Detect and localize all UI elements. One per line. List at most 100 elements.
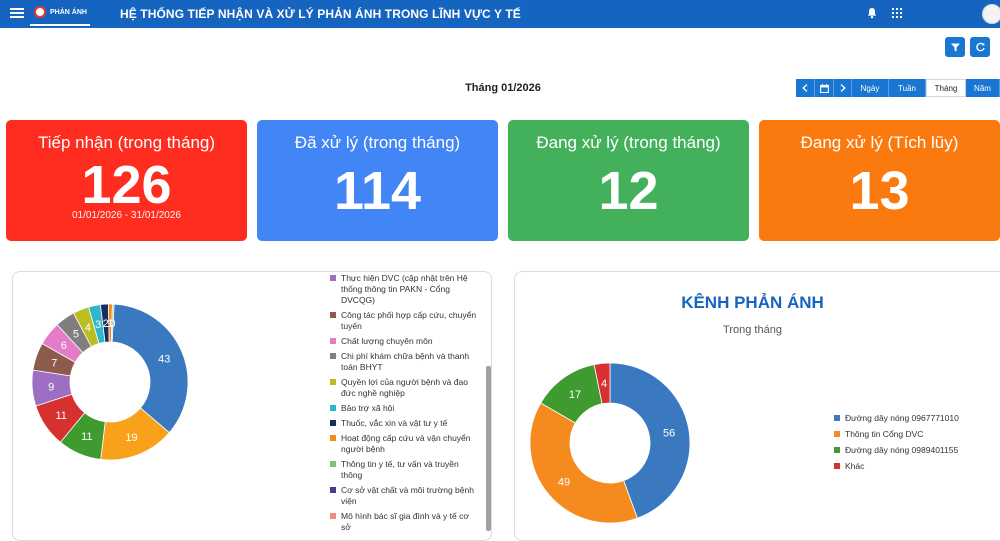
channel-chart-title: KÊNH PHẢN ÁNH <box>681 293 824 312</box>
period-week-button[interactable]: Tuần <box>889 79 926 97</box>
avatar[interactable] <box>982 4 1000 24</box>
card-processing[interactable]: Đang xử lý (trong tháng) 12 <box>508 120 749 241</box>
category-label-12: 0 <box>109 318 115 330</box>
brand-tab[interactable]: PHẢN ÁNH <box>30 0 90 26</box>
legend-label: Chất lượng chuyên môn <box>341 336 433 346</box>
month-label: Tháng 01/2026 <box>465 82 541 94</box>
category-legend-item[interactable]: Quyền lợi của người bệnh và đạo đức nghề… <box>330 377 480 399</box>
legend-swatch <box>834 431 840 437</box>
legend-label: Công tác phối hợp cấp cứu, chuyển tuyến <box>341 310 477 331</box>
category-label-8: 4 <box>85 322 91 334</box>
brand-label: PHẢN ÁNH <box>50 8 87 16</box>
category-slice-12[interactable] <box>110 303 115 343</box>
period-month-button[interactable]: Tháng <box>926 79 966 97</box>
period-day-button[interactable]: Ngày <box>852 79 889 97</box>
category-label-2: 11 <box>81 431 92 443</box>
legend-label: Mô hình bác sĩ gia đình và y tế cơ sở <box>341 511 469 532</box>
channel-chart-subtitle: Trong tháng <box>723 324 782 336</box>
filter-icon <box>950 43 960 51</box>
filter-button[interactable] <box>945 37 965 57</box>
legend-swatch <box>330 275 336 281</box>
prev-period-button[interactable] <box>796 79 815 97</box>
category-legend-item[interactable]: Công tác phối hợp cấp cứu, chuyển tuyến <box>330 310 480 332</box>
channel-legend-item[interactable]: Khác <box>834 461 959 472</box>
category-legend-item[interactable]: Thông tin y tế, tư vấn và truyền thông <box>330 459 480 481</box>
channel-label-1: 49 <box>558 476 570 488</box>
channel-slice-0[interactable] <box>609 362 691 519</box>
legend-swatch <box>330 487 336 493</box>
channel-slice-3[interactable] <box>593 362 611 405</box>
card-title: Đang xử lý (trong tháng) <box>536 133 721 152</box>
category-label-0: 43 <box>158 354 170 366</box>
channel-legend-item[interactable]: Thông tin Cổng DVC <box>834 429 959 440</box>
legend-swatch <box>834 415 840 421</box>
category-legend-item[interactable]: Cơ sở vật chất và môi trường bệnh viện <box>330 485 480 507</box>
bell-icon[interactable] <box>866 7 878 19</box>
channel-label-0: 56 <box>663 427 675 439</box>
card-title: Đang xử lý (Tích lũy) <box>800 133 959 152</box>
card-title: Đã xử lý (trong tháng) <box>294 133 461 152</box>
category-label-11: 1 <box>107 318 113 330</box>
legend-label: Cơ sở vật chất và môi trường bệnh viện <box>341 485 474 506</box>
legend-label: Bảo trợ xã hội <box>341 403 395 413</box>
chevron-right-icon <box>840 84 846 92</box>
legend-label: Hoạt động cấp cứu và vận chuyển người bệ… <box>341 433 471 454</box>
channel-legend-item[interactable]: Đường dây nóng 0989401155 <box>834 445 959 456</box>
legend-label: Thuốc, vắc xin và vật tư y tế <box>341 418 448 428</box>
card-value: 126 <box>81 155 172 215</box>
calendar-button[interactable] <box>815 79 834 97</box>
category-label-7: 5 <box>73 329 79 341</box>
card-value: 114 <box>333 161 422 221</box>
chevron-left-icon <box>802 84 808 92</box>
legend-label: Đường dây nóng 0989401155 <box>845 445 959 455</box>
category-label-10: 2 <box>103 318 109 330</box>
legend-label: Thông tin Cổng DVC <box>845 429 924 439</box>
card-title: Tiếp nhận (trong tháng) <box>37 133 216 152</box>
refresh-button[interactable] <box>970 37 990 57</box>
category-label-4: 9 <box>48 382 54 394</box>
legend-swatch <box>330 513 336 519</box>
channel-legend-item[interactable]: Đường dây nóng 0967771010 <box>834 413 959 424</box>
legend-label: Khác <box>845 461 865 471</box>
legend-swatch <box>330 461 336 467</box>
apps-grid-icon[interactable] <box>892 8 902 18</box>
card-received[interactable]: Tiếp nhận (trong tháng) 126 01/01/2026 -… <box>6 120 247 241</box>
legend-swatch <box>330 353 336 359</box>
channel-slice-1[interactable] <box>529 402 638 524</box>
category-label-6: 6 <box>61 340 67 352</box>
category-legend-item[interactable]: Thuốc, vắc xin và vật tư y tế <box>330 418 480 429</box>
category-legend: Thực hiện DVC (cập nhật trên Hệ thống th… <box>330 273 480 537</box>
refresh-icon <box>975 42 985 51</box>
card-value: 12 <box>598 161 659 221</box>
channel-label-2: 17 <box>569 389 581 401</box>
legend-swatch <box>330 379 336 385</box>
channel-label-3: 4 <box>601 378 607 390</box>
category-label-1: 19 <box>125 432 137 444</box>
category-legend-item[interactable]: Chất lượng chuyên môn <box>330 336 480 347</box>
next-period-button[interactable] <box>834 79 852 97</box>
legend-swatch <box>330 435 336 441</box>
legend-scrollbar-thumb[interactable] <box>486 366 491 531</box>
legend-swatch <box>834 463 840 469</box>
legend-label: Thông tin y tế, tư vấn và truyền thông <box>341 459 459 480</box>
card-processing-cumulative[interactable]: Đang xử lý (Tích lũy) 13 <box>759 120 1000 241</box>
menu-icon[interactable] <box>10 6 24 20</box>
legend-swatch <box>330 405 336 411</box>
category-label-3: 11 <box>56 410 67 422</box>
period-year-button[interactable]: Năm <box>966 79 1000 97</box>
legend-label: Quyền lợi của người bệnh và đạo đức nghề… <box>341 377 468 398</box>
category-slice-0[interactable] <box>111 303 189 434</box>
legend-swatch <box>834 447 840 453</box>
category-legend-item[interactable]: Chi phí khám chữa bệnh và thanh toán BHY… <box>330 351 480 373</box>
card-value: 13 <box>849 161 910 221</box>
category-legend-item[interactable]: Bảo trợ xã hội <box>330 403 480 414</box>
legend-swatch <box>330 312 336 318</box>
category-legend-item[interactable]: Thực hiện DVC (cập nhật trên Hệ thống th… <box>330 273 480 306</box>
category-legend-item[interactable]: Mô hình bác sĩ gia đình và y tế cơ sở <box>330 511 480 533</box>
card-processed[interactable]: Đã xử lý (trong tháng) 114 <box>257 120 498 241</box>
channel-legend: Đường dây nóng 0967771010 Thông tin Cổng … <box>834 413 959 477</box>
category-legend-item[interactable]: Hoạt động cấp cứu và vận chuyển người bệ… <box>330 433 480 455</box>
legend-swatch <box>330 420 336 426</box>
brand-logo-icon <box>34 6 46 18</box>
